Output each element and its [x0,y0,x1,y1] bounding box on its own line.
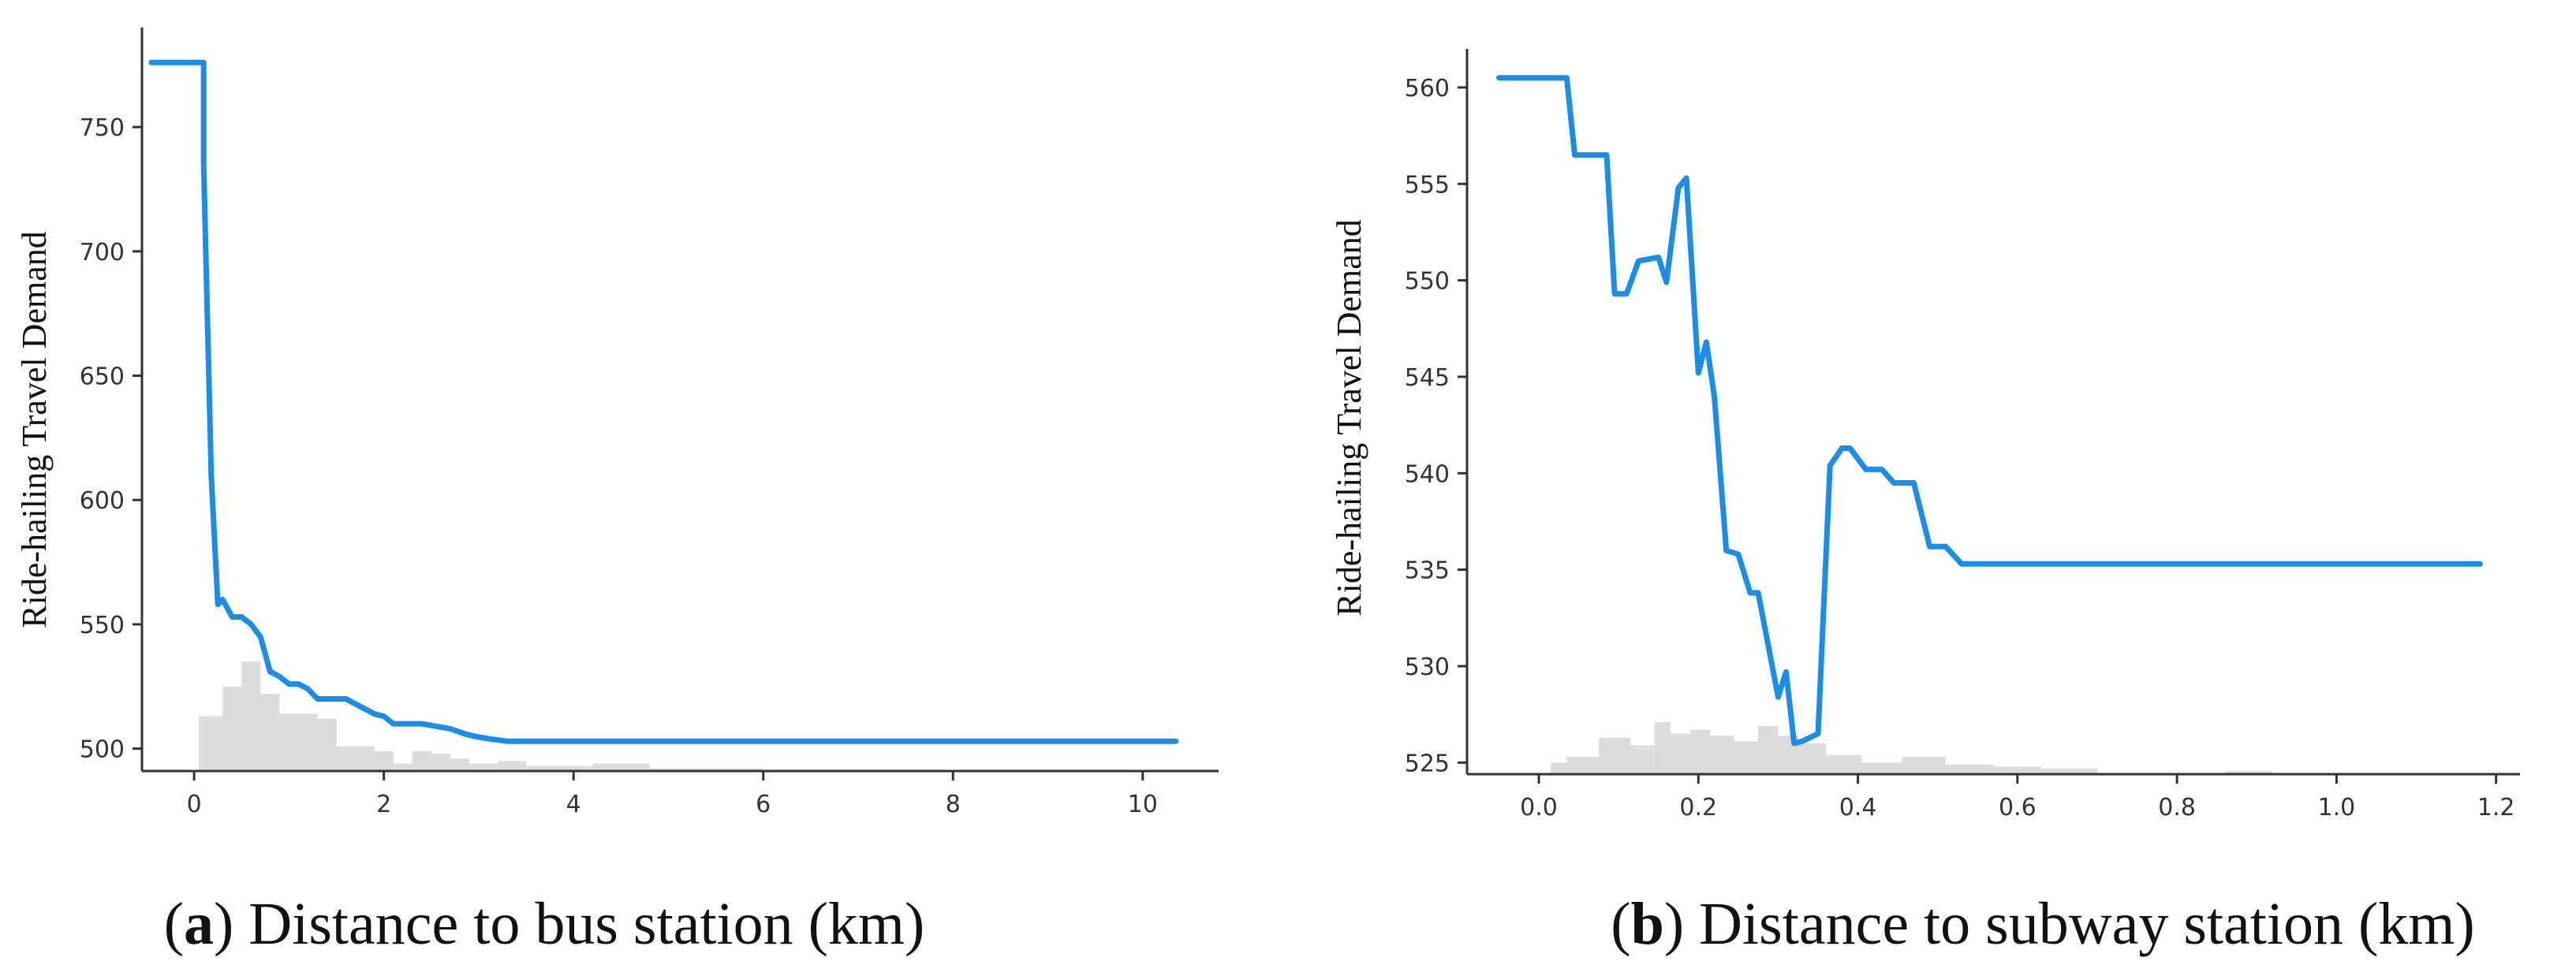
y-tick-label: 530 [1405,654,1450,681]
x-tick-label: 0.0 [1520,794,1558,821]
x-tick-label: 0.4 [1839,794,1877,821]
x-tick-label: 6 [756,791,771,818]
histogram-bar-12 [431,753,450,771]
y-tick-label: 500 [80,736,125,764]
histogram-bar-16 [526,766,593,771]
x-tick-label: 0 [187,791,202,818]
histogram-bar-17 [2041,768,2097,774]
x-tick-label: 10 [1128,791,1158,818]
histogram-bar-18 [649,768,763,771]
histogram-bar-10 [393,763,413,771]
histogram-bar-7 [336,746,356,771]
histogram-bar-15 [498,761,527,771]
panel-b-chart: 0.0 0.2 0.4 0.6 0.8 1.0 1.2 525 530 535 540 545 550 5… [1330,49,2520,957]
histogram-bar-18 [2224,771,2273,774]
histogram-bar-17 [592,763,650,771]
histogram-bar-5 [298,713,318,771]
histogram-bar-2 [241,661,261,771]
y-tick-label: 560 [1405,75,1450,102]
histogram-bar-4 [279,713,299,771]
histogram-bar-11 [412,751,431,771]
y-tick-label: 750 [80,114,125,142]
histogram-bar-11 [1798,743,1827,774]
panel-b-histogram [1551,721,2273,774]
y-tick-label: 545 [1405,364,1450,392]
series-line-0 [148,59,1179,744]
histogram-bar-8 [355,746,375,771]
histogram-bar-1 [1566,757,1599,774]
x-tick-label: 0.6 [1999,794,2037,821]
panel-b-ylabel: Ride-hailing Travel Demand [1330,219,1368,617]
histogram-bar-3 [260,694,280,771]
series-line-0 [1496,75,2483,747]
histogram-bar-0 [1551,762,1567,774]
x-tick-label: 0.2 [1679,794,1717,821]
x-tick-label: 8 [946,791,961,818]
histogram-bar-14 [469,763,498,771]
histogram-bar-8 [1734,741,1759,774]
panel-a-caption-text: Distance to bus station (km) [248,891,924,957]
x-tick-label: 1.2 [2477,794,2515,821]
panel-b-axes: 0.0 0.2 0.4 0.6 0.8 1.0 1.2 525 530 535 540 545 550 5… [1405,49,2520,821]
x-tick-label: 2 [376,791,391,818]
histogram-bar-14 [1902,757,1946,774]
y-tick-label: 550 [80,612,125,639]
histogram-bar-5 [1670,733,1691,774]
panel-b-caption: (b) Distance to subway station (km) [1611,891,2475,957]
histogram-bar-4 [1654,721,1671,774]
panel-a-caption-letter: a [184,891,214,957]
histogram-bar-16 [1993,766,2042,774]
y-tick-label: 555 [1405,171,1450,199]
y-tick-label: 535 [1405,557,1450,585]
x-tick-label: 1.0 [2318,794,2356,821]
histogram-bar-7 [1710,736,1734,774]
panel-a-series [148,59,1179,744]
histogram-bar-2 [1598,737,1631,774]
histogram-bar-6 [1690,729,1711,774]
y-tick-label: 650 [80,363,125,391]
histogram-bar-3 [1630,745,1655,774]
panel-a-histogram [199,661,763,771]
histogram-bar-6 [317,718,337,771]
panel-a-axes: 0 2 4 6 8 10 500 550 600 650 700 750 [80,28,1219,818]
x-tick-label: 4 [566,791,581,818]
x-tick-label: 0.8 [2158,794,2196,821]
y-tick-label: 550 [1405,268,1450,296]
y-tick-label: 525 [1405,750,1450,777]
histogram-bar-1 [222,686,242,771]
panel-a-caption: (a) Distance to bus station (km) [164,891,925,957]
panel-a-chart: 0 2 4 6 8 10 500 550 600 650 700 750 Ride-hailing T… [15,28,1219,957]
panel-b-caption-text: Distance to subway station (km) [1699,891,2475,957]
y-tick-label: 600 [80,487,125,515]
histogram-bar-0 [199,716,223,771]
histogram-bar-13 [450,758,469,771]
histogram-bar-9 [374,751,394,771]
panel-b-caption-letter: b [1631,891,1664,957]
y-tick-label: 700 [80,239,125,266]
histogram-bar-15 [1945,764,1994,774]
panel-a-ylabel: Ride-hailing Travel Demand [15,231,54,628]
histogram-bar-12 [1826,754,1862,774]
histogram-bar-9 [1758,725,1779,774]
histogram-bar-13 [1861,762,1902,774]
panel-b-series [1496,75,2483,747]
y-tick-label: 540 [1405,460,1450,488]
